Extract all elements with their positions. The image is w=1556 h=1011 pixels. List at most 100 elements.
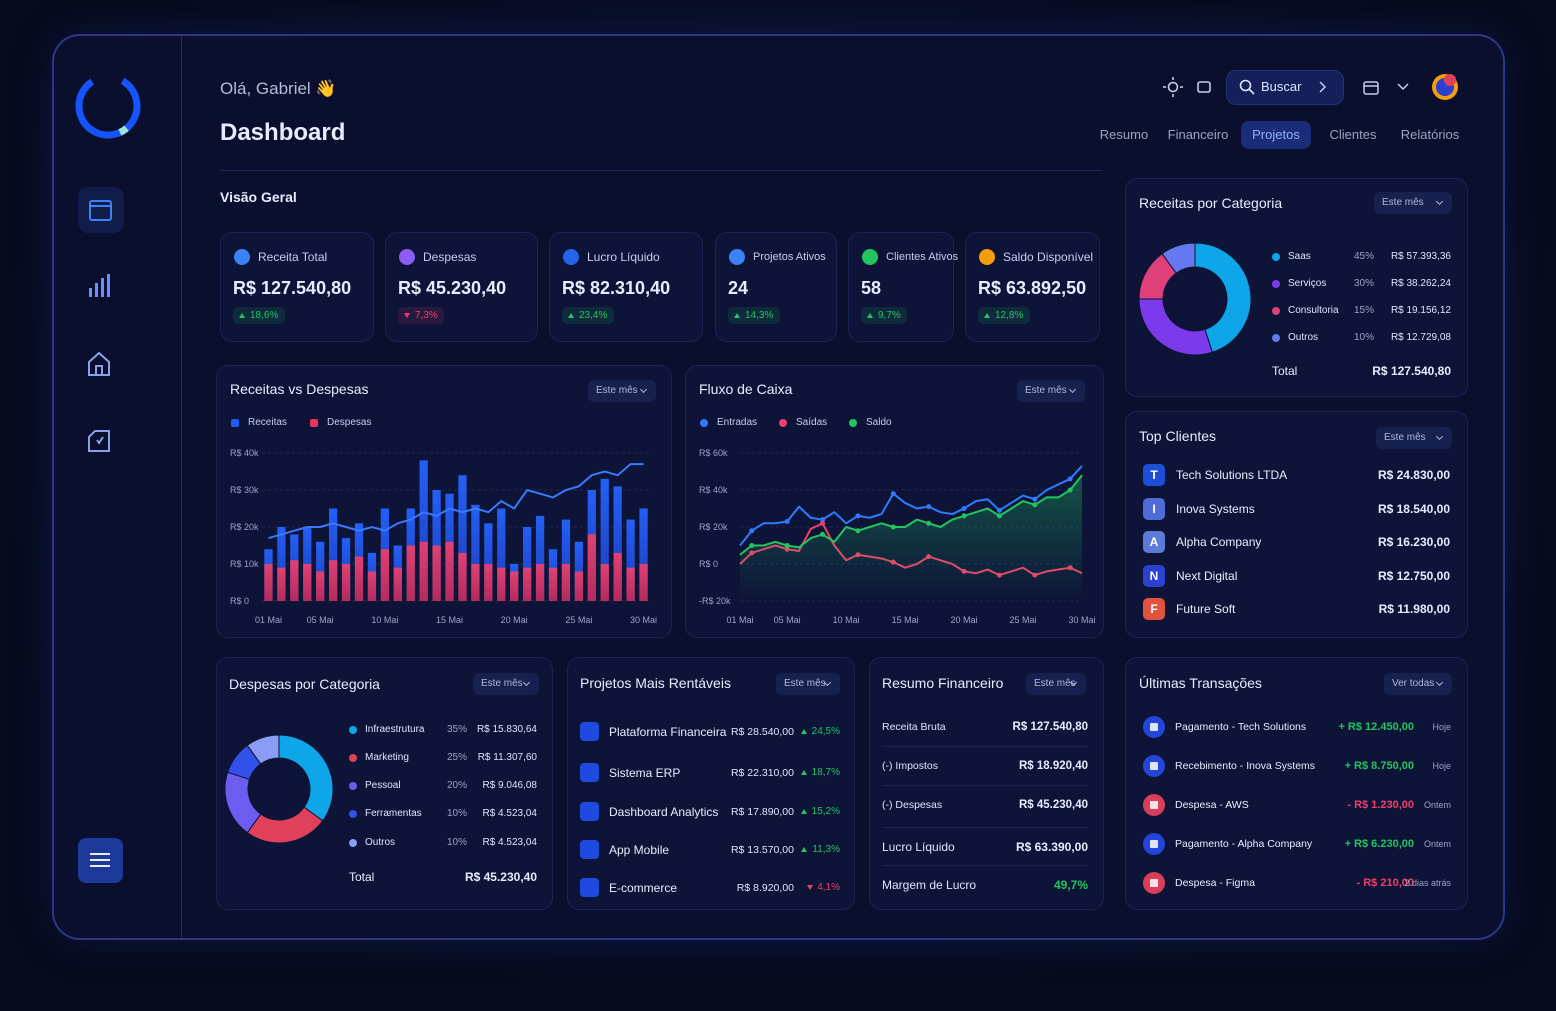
kpi-change-pill bbox=[728, 307, 780, 324]
legend-label: Pessoal bbox=[365, 780, 401, 791]
kpi-change-pill bbox=[562, 307, 614, 324]
kpi-value: R$ 82.310,40 bbox=[562, 278, 671, 298]
dropdown[interactable] bbox=[1026, 673, 1086, 695]
window-icon[interactable] bbox=[1197, 80, 1211, 94]
kpi-change: 7,3% bbox=[415, 310, 438, 321]
transaction-when: Ontem bbox=[1423, 839, 1451, 849]
kpi-change-pill bbox=[398, 307, 444, 324]
project-name: App Mobile bbox=[609, 843, 670, 857]
project-value: R$ 8.920,00 bbox=[736, 882, 794, 894]
x-tick-label: 01 Mai bbox=[726, 615, 754, 625]
tab[interactable]: Resumo bbox=[1099, 127, 1149, 142]
legend-label: Infraestrutura bbox=[365, 724, 425, 735]
dropdown[interactable] bbox=[776, 673, 840, 695]
total-label: Total bbox=[349, 870, 375, 884]
y-tick-label: R$ 40k bbox=[699, 485, 728, 495]
dropdown[interactable] bbox=[1374, 192, 1452, 214]
x-tick-label: 20 Mai bbox=[950, 615, 978, 625]
dropdown-icon[interactable] bbox=[1397, 83, 1409, 91]
legend-label: Despesas bbox=[327, 417, 372, 428]
tab[interactable]: Relatórios bbox=[1400, 127, 1460, 142]
dropdown-label: Este mês bbox=[784, 678, 826, 689]
chart-title: Receitas por Categoria bbox=[1139, 195, 1283, 211]
kpi-icon bbox=[399, 249, 415, 265]
search-label[interactable]: Buscar bbox=[1261, 79, 1302, 94]
theme-icon[interactable] bbox=[1163, 77, 1183, 97]
pie-percent: 10% bbox=[1354, 332, 1375, 343]
client-name: Tech Solutions LTDA bbox=[1176, 468, 1288, 482]
kpi-value: 24 bbox=[728, 278, 749, 298]
summary-label: (-) Impostos bbox=[882, 760, 939, 772]
kpi-change: 12,8% bbox=[995, 310, 1024, 321]
dropdown[interactable] bbox=[1376, 427, 1452, 449]
nav-dashboard[interactable] bbox=[78, 187, 124, 233]
summary-value: R$ 127.540,80 bbox=[1012, 721, 1088, 733]
tab[interactable]: Clientes bbox=[1329, 127, 1377, 142]
greeting: Olá, Gabriel 👋 bbox=[220, 79, 337, 98]
transaction-name: Pagamento - Alpha Company bbox=[1175, 838, 1313, 850]
dropdown[interactable] bbox=[473, 673, 539, 695]
pie-percent: 35% bbox=[447, 724, 468, 735]
nav-box-icon[interactable] bbox=[87, 428, 111, 454]
total-value: R$ 45.230,40 bbox=[464, 870, 537, 884]
x-tick-label: 30 Mai bbox=[630, 615, 658, 625]
row-divider bbox=[882, 865, 1088, 866]
kpi-icon bbox=[563, 249, 579, 265]
legend-swatch bbox=[349, 839, 357, 847]
project-icon bbox=[580, 722, 599, 741]
pie-amount: R$ 11.307,60 bbox=[477, 752, 537, 763]
dropdown[interactable] bbox=[1384, 673, 1452, 695]
project-icon bbox=[580, 802, 599, 821]
transaction-when: 2 dias atrás bbox=[1404, 878, 1451, 888]
x-tick-label: 20 Mai bbox=[500, 615, 528, 625]
panel bbox=[1125, 411, 1468, 638]
kpi-label: Despesas bbox=[423, 250, 477, 264]
kpi-change: 14,3% bbox=[745, 310, 774, 321]
kpi-change-pill bbox=[861, 307, 907, 324]
tab[interactable]: Financeiro bbox=[1167, 127, 1229, 142]
transaction-name: Recebimento - Inova Systems bbox=[1175, 760, 1316, 772]
y-tick-label: R$ 10k bbox=[230, 559, 259, 569]
nav-home-icon[interactable] bbox=[87, 351, 111, 377]
y-tick-label: R$ 40k bbox=[230, 448, 259, 458]
kpi-change: 18,6% bbox=[250, 310, 279, 321]
panel bbox=[1125, 657, 1468, 910]
dropdown[interactable] bbox=[588, 380, 656, 402]
total-value: R$ 127.540,80 bbox=[1372, 364, 1451, 378]
pie-amount: R$ 4.523,04 bbox=[482, 837, 538, 848]
transaction-when: Ontem bbox=[1423, 800, 1451, 810]
kpi-change: 23,4% bbox=[579, 310, 608, 321]
pie-percent: 10% bbox=[447, 837, 468, 848]
dropdown-label: Este mês bbox=[1384, 432, 1426, 443]
calendar-icon[interactable] bbox=[1363, 79, 1379, 95]
dropdown-label: Ver todas bbox=[1392, 678, 1435, 689]
transaction-icon-glyph bbox=[1150, 879, 1158, 887]
summary-label: Lucro Líquido bbox=[882, 840, 955, 854]
x-tick-label: 10 Mai bbox=[832, 615, 860, 625]
transaction-icon-glyph bbox=[1150, 762, 1158, 770]
pie-percent: 15% bbox=[1354, 305, 1375, 316]
chart-title: Receitas vs Despesas bbox=[230, 381, 369, 397]
y-tick-label: R$ 0 bbox=[230, 596, 250, 606]
tab[interactable]: Projetos bbox=[1252, 127, 1300, 142]
kpi-icon bbox=[234, 249, 250, 265]
project-name: Plataforma Financeira bbox=[609, 725, 727, 739]
panel bbox=[567, 657, 855, 910]
summary-value: R$ 45.230,40 bbox=[1018, 799, 1088, 811]
avatar[interactable] bbox=[1431, 73, 1459, 101]
arrow-up bbox=[734, 313, 740, 318]
pie-percent: 20% bbox=[447, 780, 468, 791]
header-divider bbox=[220, 170, 1102, 171]
menu-icon bbox=[90, 853, 110, 867]
search-arrow bbox=[1319, 81, 1327, 93]
dropdown[interactable] bbox=[1017, 380, 1085, 402]
kpi-change: 9,7% bbox=[878, 310, 901, 321]
client-badge: A bbox=[1143, 531, 1165, 553]
nav-reports-icon[interactable] bbox=[88, 274, 112, 298]
legend-swatch bbox=[349, 810, 357, 818]
project-name: E-commerce bbox=[609, 881, 678, 895]
page-title: Dashboard bbox=[220, 119, 346, 146]
chart-title: Fluxo de Caixa bbox=[699, 381, 793, 397]
project-value: R$ 28.540,00 bbox=[730, 726, 794, 738]
y-tick-label: R$ 20k bbox=[699, 522, 728, 532]
